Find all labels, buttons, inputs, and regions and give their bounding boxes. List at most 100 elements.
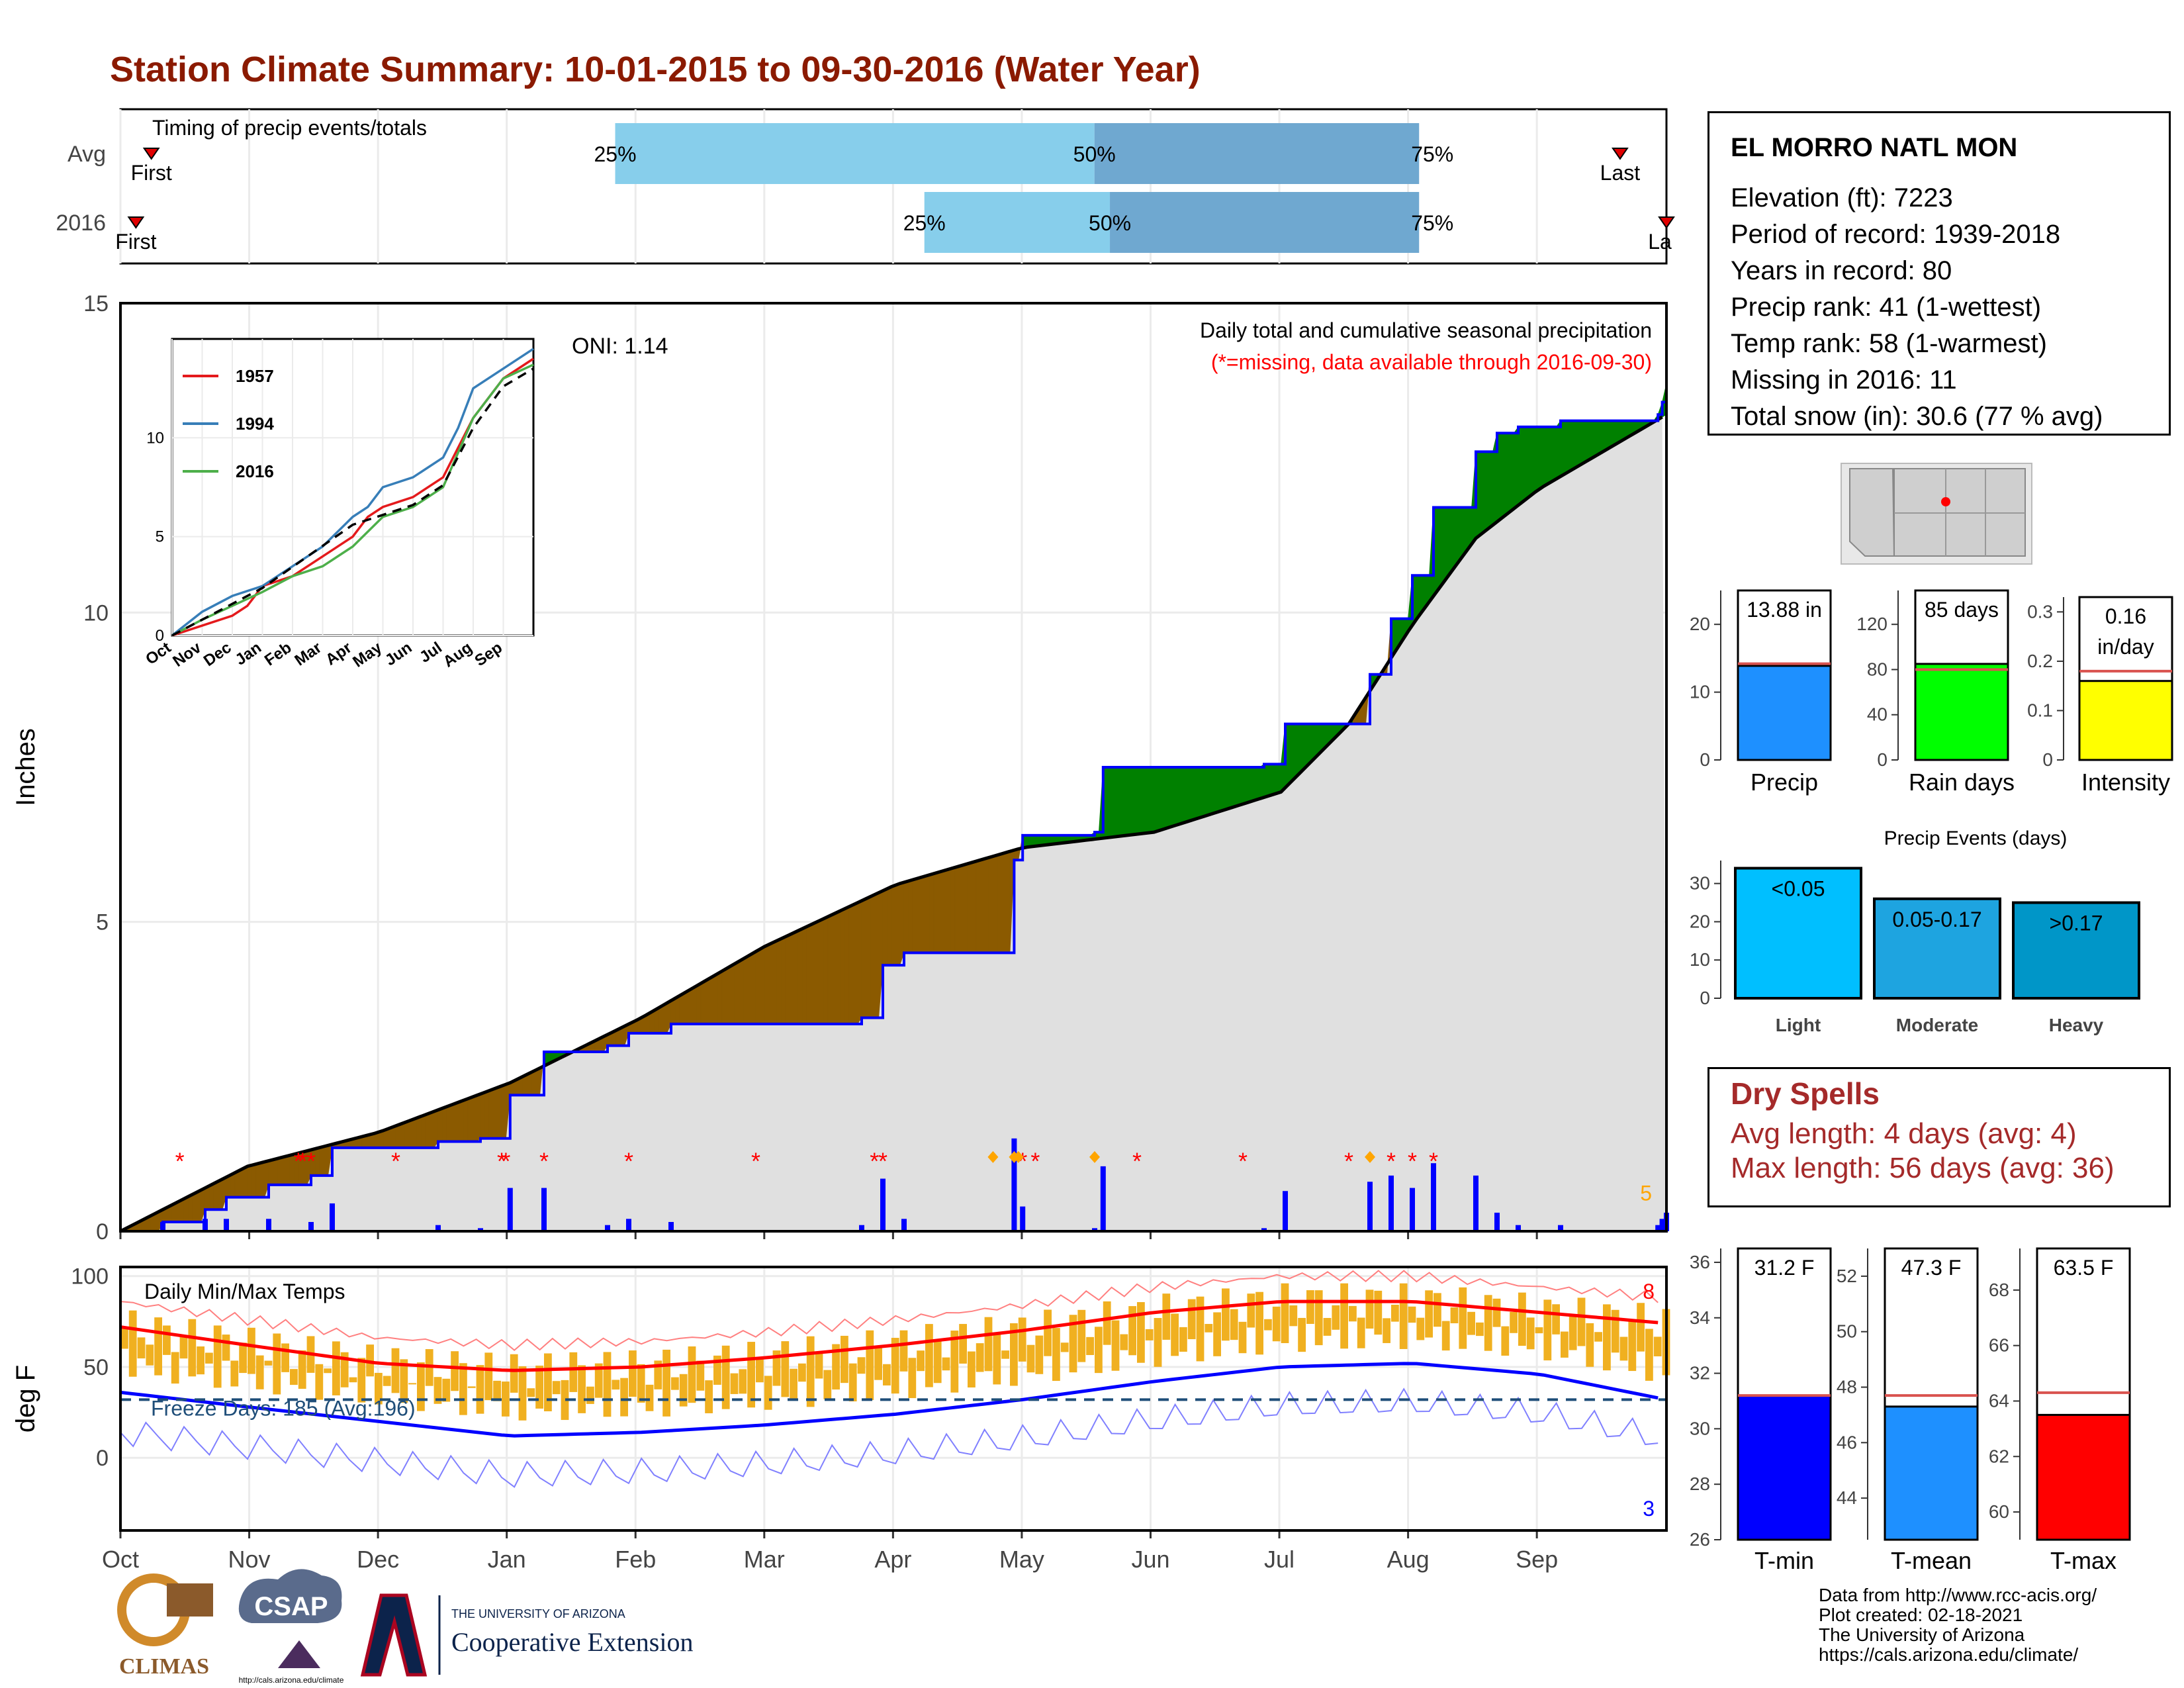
departure-fill	[882, 888, 887, 966]
departure-fill	[209, 1183, 214, 1210]
daily-temp-bar	[535, 1365, 543, 1409]
daily-temp-bar	[1052, 1328, 1060, 1382]
stat-ytick-label: 0.1	[2027, 700, 2053, 720]
departure-fill	[958, 865, 964, 953]
precip-ytick-label: 5	[96, 910, 109, 935]
missing-marker: *	[1429, 1148, 1438, 1175]
departure-fill	[794, 930, 799, 1025]
daily-temp-bar	[1408, 1306, 1416, 1323]
observed-cumulative-line	[120, 383, 1668, 1233]
departure-fill	[1551, 426, 1557, 482]
departure-fill	[764, 944, 769, 1025]
daily-temp-bar	[205, 1352, 213, 1364]
departure-fill	[823, 916, 829, 1025]
daily-precip-bar	[1655, 1225, 1661, 1231]
departure-fill	[1450, 507, 1455, 574]
daily-temp-bar	[1526, 1317, 1535, 1350]
daily-temp-bar	[1349, 1305, 1357, 1322]
departure-fill	[1255, 767, 1260, 801]
timing-last-marker	[1612, 148, 1629, 160]
daily-temp-bar	[1035, 1335, 1044, 1374]
stat-ytick-label: 50	[1837, 1321, 1857, 1342]
daily-temp-bar	[298, 1350, 306, 1389]
daily-temp-bar	[1518, 1292, 1526, 1346]
daily-temp-bar	[645, 1384, 654, 1411]
daily-temp-bar	[790, 1368, 797, 1399]
daily-precip-bar	[507, 1188, 513, 1231]
daily-temp-bar	[908, 1358, 917, 1399]
daily-temp-bar	[163, 1325, 171, 1355]
daily-temp-bar	[586, 1386, 594, 1404]
timing-label-50: 50%	[1089, 211, 1131, 235]
departure-fill	[950, 867, 956, 953]
departure-fill	[1132, 767, 1138, 835]
temp-title: Daily Min/Max Temps	[144, 1280, 345, 1303]
departure-fill	[234, 1170, 240, 1197]
departure-fill	[459, 1100, 464, 1142]
daily-temp-bar	[798, 1363, 806, 1382]
departure-fill	[743, 956, 748, 1025]
departure-fill	[692, 985, 697, 1025]
events-ytick-label: 10	[1690, 949, 1710, 970]
ua-extension-text: Cooperative Extension	[451, 1627, 693, 1657]
daily-precip-bar	[1410, 1188, 1415, 1231]
page-title: Station Climate Summary: 10-01-2015 to 0…	[110, 50, 1201, 89]
stat-ytick-label: 28	[1690, 1474, 1710, 1494]
daily-temp-bar	[1255, 1291, 1263, 1355]
daily-temp-bar	[1179, 1327, 1187, 1352]
record-min-line	[120, 1387, 1659, 1488]
departure-fill	[1586, 420, 1591, 462]
daily-temp-bar	[1577, 1297, 1586, 1346]
month-label: Feb	[615, 1546, 656, 1573]
departure-fill	[993, 855, 998, 953]
daily-temp-bar	[1510, 1311, 1518, 1333]
daily-temp-bar	[1628, 1321, 1637, 1372]
month-label: Oct	[102, 1546, 139, 1573]
month-label: May	[999, 1546, 1044, 1573]
daily-precip-bar	[1092, 1228, 1097, 1231]
departure-fill	[1535, 426, 1540, 493]
events-ytick-label: 0	[1700, 988, 1710, 1008]
daily-temp-bar	[968, 1351, 976, 1388]
daily-temp-bar	[188, 1319, 197, 1377]
record-low-count: 3	[1643, 1497, 1655, 1521]
daily-temp-bar	[891, 1338, 899, 1394]
daily-temp-bar	[612, 1380, 620, 1390]
daily-temp-bar	[569, 1352, 578, 1392]
precip-events-panel: Precip Events (days) 0 10 20 30 <0.05 Light 0.0…	[1690, 827, 2140, 1035]
inset-legend-label: 1957	[236, 366, 274, 386]
departure-fill	[1242, 767, 1248, 805]
departure-fill	[760, 946, 765, 1025]
stat-bar	[1914, 663, 2009, 761]
daily-temp-bar	[527, 1388, 535, 1397]
daily-temp-bar	[484, 1352, 493, 1401]
departure-fill	[188, 1194, 193, 1223]
missing-marker: *	[624, 1148, 633, 1175]
avg-min-line	[120, 1362, 1659, 1438]
record-max-line	[120, 1270, 1659, 1351]
departure-fill	[734, 961, 739, 1025]
stat-ytick-label: 0	[1700, 749, 1710, 770]
departure-fill	[1251, 767, 1256, 802]
daily-temp-bar	[1281, 1283, 1289, 1344]
departure-fill	[404, 1120, 409, 1149]
departure-fill	[942, 869, 947, 953]
daily-temp-bar	[1111, 1320, 1120, 1371]
daily-precip-bar	[880, 1178, 886, 1231]
departure-fill	[442, 1106, 447, 1142]
departure-fill	[857, 900, 862, 1025]
departure-fill	[1505, 432, 1510, 516]
daily-temp-bar	[874, 1346, 882, 1380]
timing-bar-50-75	[1110, 192, 1420, 253]
departure-fill	[476, 1093, 481, 1143]
dry-spells-title: Dry Spells	[1731, 1076, 1880, 1111]
stat-name-label: T-mean	[1891, 1547, 1972, 1574]
events-title: Precip Events (days)	[1884, 827, 2068, 849]
daily-temp-bar	[239, 1342, 247, 1374]
daily-temp-bar	[976, 1343, 984, 1372]
daily-temp-bar	[1391, 1304, 1399, 1322]
departure-fill	[688, 988, 693, 1025]
daily-temp-bar	[899, 1330, 908, 1372]
daily-temp-bar	[848, 1363, 857, 1402]
snow-marker	[1089, 1150, 1100, 1163]
